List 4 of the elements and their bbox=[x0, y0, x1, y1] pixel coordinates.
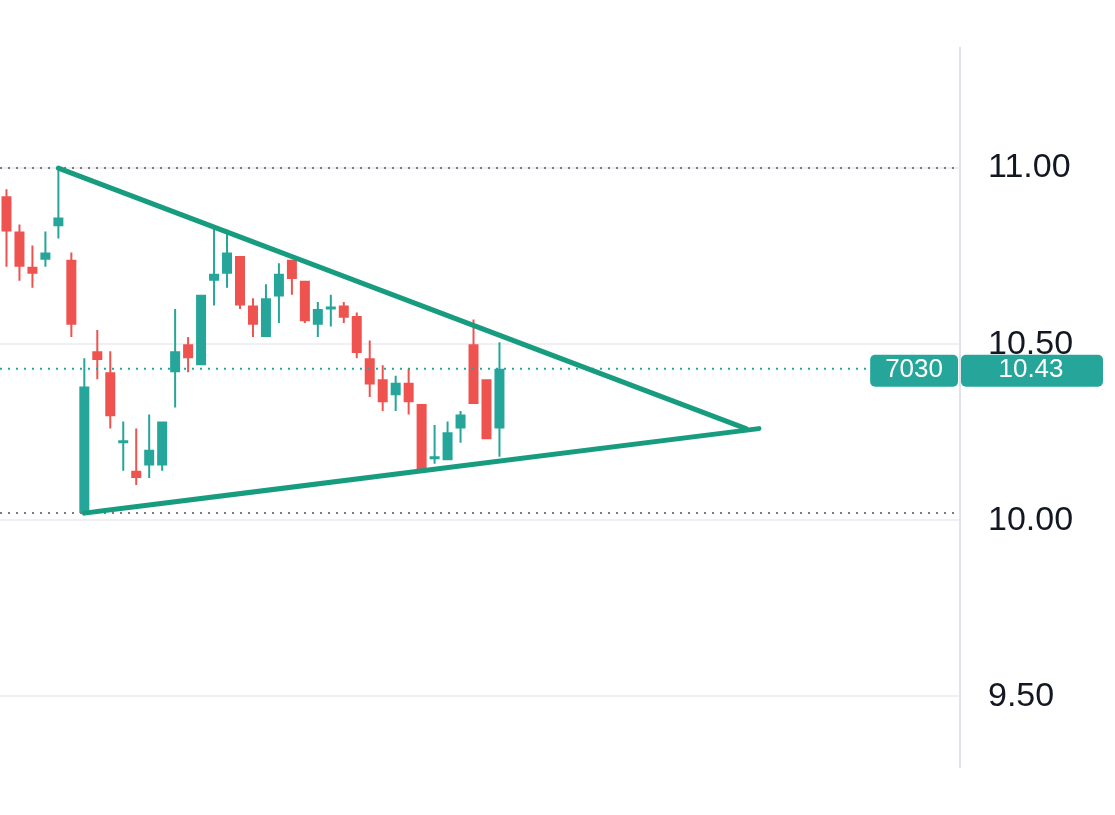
y-tick-label: 9.50 bbox=[988, 674, 1055, 713]
annotation: 7030 bbox=[885, 352, 943, 383]
y-tick-label: 10.00 bbox=[988, 498, 1074, 537]
y-tick-label: 11.00 bbox=[988, 146, 1071, 185]
